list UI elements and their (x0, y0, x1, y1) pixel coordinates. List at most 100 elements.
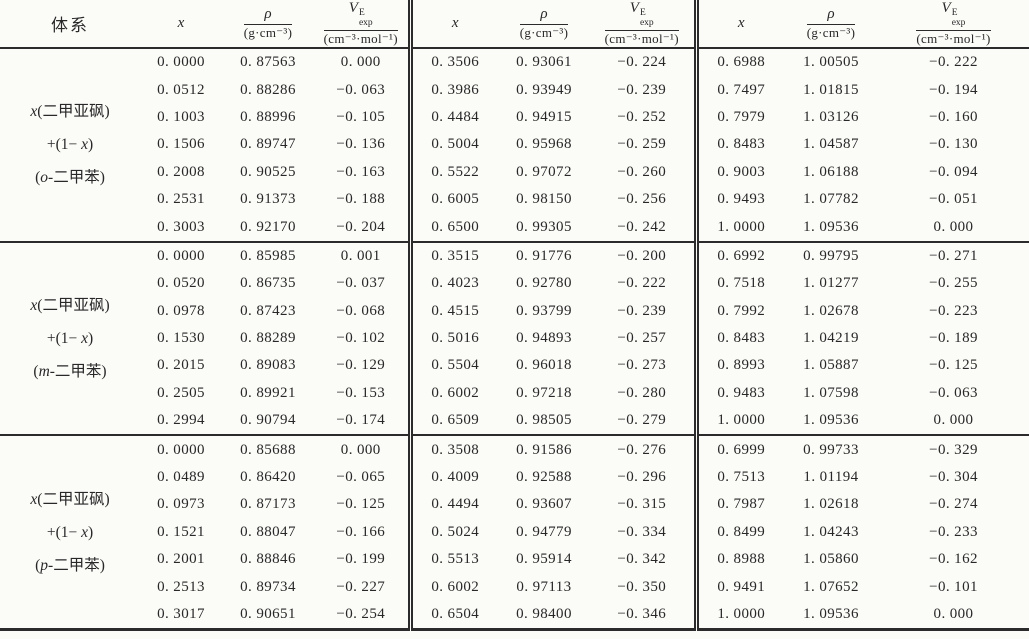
cell-vexp: −0. 068 (336, 302, 386, 319)
cell-x: 0. 2531 (157, 191, 205, 208)
cell-x: 0. 6002 (407, 573, 498, 601)
cell-rho: 0. 89747 (240, 136, 296, 153)
cell-vexp: −0. 174 (336, 412, 386, 429)
cell-vexp: −0. 227 (336, 578, 386, 595)
system-label-line: (o-二甲苯) (0, 161, 140, 194)
cell-rho: 0. 92588 (516, 469, 572, 486)
cell-rho: 0. 97113 (516, 578, 572, 595)
cell-x: 0. 6002 (407, 379, 498, 408)
cell-vexp: −0. 163 (336, 163, 386, 180)
label-text-segment: -二甲苯) (48, 169, 105, 187)
system-label-line: +(1− x) (0, 128, 140, 161)
cell-rho: 0. 88996 (240, 108, 296, 125)
cell-x: 0. 5504 (407, 352, 498, 380)
cell-rho: 1. 07782 (803, 191, 859, 208)
cell-rho: 0. 87423 (240, 302, 296, 319)
cell-rho: 0. 97218 (516, 384, 572, 401)
cell-rho: 0. 95968 (516, 136, 572, 153)
header-rho: ρ (g·cm⁻³) (784, 0, 878, 49)
cell-x: 0. 9483 (693, 379, 784, 408)
label-text-segment: -二甲苯) (49, 363, 107, 381)
cell-x: 0. 3017 (157, 606, 205, 622)
cell-rho: 1. 02678 (803, 302, 859, 319)
label-text-segment: +(1− (46, 523, 82, 541)
v-subscript: exp (639, 18, 654, 29)
cell-rho: 0. 85985 (222, 240, 314, 271)
cell-rho: 0. 92780 (516, 275, 572, 292)
cell-x: 1. 0000 (693, 600, 784, 630)
cell-x: 0. 1521 (157, 523, 205, 540)
cell-rho: 0. 94779 (516, 523, 572, 540)
cell-x: 0. 8993 (693, 352, 784, 380)
cell-vexp: −0. 260 (617, 163, 667, 180)
system-label-line: x(二甲亚砜) (0, 95, 140, 128)
cell-rho: 0. 91586 (498, 434, 590, 464)
cell-vexp: 0. 000 (340, 54, 381, 71)
v-symbol: V (941, 0, 951, 17)
cell-x: 0. 8988 (693, 546, 784, 574)
cell-rho: 1. 01815 (803, 81, 859, 98)
cell-rho: 1. 09536 (803, 412, 859, 429)
cell-x: 0. 8483 (693, 131, 784, 159)
cell-vexp: −0. 125 (336, 496, 386, 513)
system-label-line: x(二甲亚砜) (0, 289, 140, 322)
cell-x: 0. 4484 (407, 103, 498, 132)
header-x: x (140, 0, 222, 49)
label-text-segment: ) (88, 330, 94, 348)
cell-rho: 1. 02618 (803, 496, 859, 513)
cell-x: 0. 6504 (407, 600, 498, 630)
cell-vexp: −0. 280 (617, 384, 667, 401)
table-row: 0. 2505 0. 89921 −0. 153 0. 6002 0. 97218 −0.… (0, 379, 1029, 408)
cell-vexp: −0. 188 (336, 191, 386, 208)
cell-x: 0. 0512 (157, 81, 205, 98)
cell-x: 0. 0000 (140, 240, 222, 271)
label-italic-segment: x (81, 136, 88, 154)
cell-vexp: −0. 274 (929, 496, 978, 513)
cell-vexp: −0. 252 (617, 108, 667, 125)
system-label-line: (m-二甲苯) (0, 355, 140, 388)
cell-rho: 0. 99795 (784, 240, 878, 271)
cell-x: 0. 9493 (693, 185, 784, 214)
cell-x: 0. 5004 (407, 131, 498, 159)
cell-vexp: −0. 162 (929, 551, 978, 568)
cell-rho: 0. 89734 (240, 578, 296, 595)
table-row: 0. 0520 0. 86735 −0. 037 0. 4023 0. 92780 −0.… (0, 270, 1029, 298)
table-row: 0. 1003 0. 88996 −0. 105 0. 4484 0. 94915 −0.… (0, 103, 1029, 132)
cell-vexp: −0. 259 (617, 136, 667, 153)
cell-vexp: −0. 296 (617, 469, 667, 486)
cell-rho: 0. 93061 (516, 54, 572, 71)
cell-x: 0. 6988 (693, 48, 784, 77)
cell-x: 0. 2008 (157, 163, 205, 180)
cell-vexp: −0. 189 (929, 330, 978, 347)
vexp-unit: (cm⁻³·mol⁻¹) (604, 31, 679, 46)
vexp-unit: (cm⁻³·mol⁻¹) (323, 31, 398, 46)
cell-x: 0. 1003 (157, 108, 205, 125)
cell-x: 0. 0973 (157, 496, 205, 513)
cell-x: 0. 1530 (157, 330, 205, 347)
cell-rho: 0. 91373 (240, 191, 296, 208)
label-text-segment: (二甲亚砜) (37, 103, 110, 121)
cell-x: 0. 4023 (407, 270, 498, 298)
rho-unit: (g·cm⁻³) (519, 25, 569, 41)
table-row: 0. 1521 0. 88047 −0. 166 0. 5024 0. 94779 −0.… (0, 518, 1029, 547)
cell-x: 0. 7497 (693, 76, 784, 104)
cell-x: 0. 9491 (693, 573, 784, 601)
cell-vexp: −0. 350 (617, 578, 667, 595)
header-system: 体系 (0, 0, 140, 49)
cell-rho: 0. 86735 (240, 275, 296, 292)
header-x: x (407, 0, 498, 49)
table-row: 0. 0978 0. 87423 −0. 068 0. 4515 0. 93799 −0.… (0, 297, 1029, 325)
table-row: 0. 2008 0. 90525 −0. 163 0. 5522 0. 97072 −0.… (0, 158, 1029, 186)
cell-x: 1. 0000 (693, 213, 784, 242)
cell-x: 0. 0000 (140, 434, 222, 464)
cell-vexp: −0. 256 (617, 191, 667, 208)
cell-rho: 0. 90794 (240, 412, 296, 429)
cell-x: 1. 0000 (693, 407, 784, 436)
cell-vexp: −0. 273 (617, 357, 667, 374)
v-subscript: exp (358, 18, 373, 29)
cell-x: 0. 3003 (157, 218, 205, 235)
